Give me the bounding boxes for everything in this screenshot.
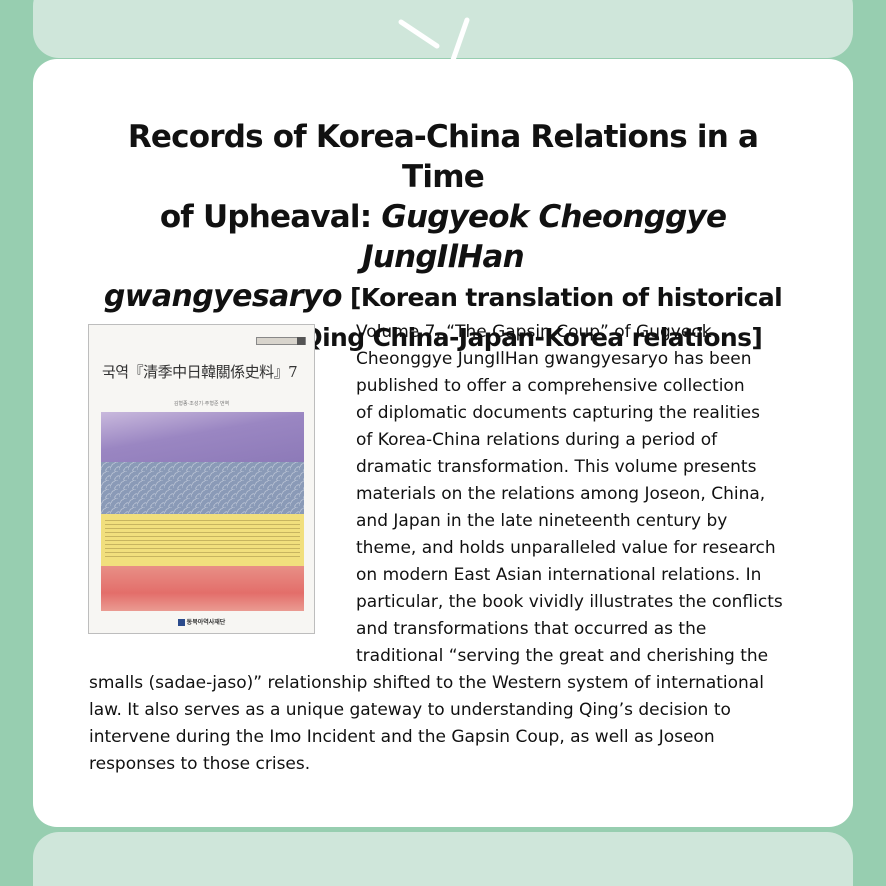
publisher-logo-icon [177, 618, 185, 626]
title-italic-text: gwangyesaryo [103, 279, 343, 314]
decorative-lines-icon [398, 17, 470, 63]
bottom-panel [33, 832, 853, 886]
top-panel [33, 0, 853, 58]
body-line: particular, the book vividly illustrates… [356, 592, 783, 612]
body-paragraph-wrapped: Volume 7, “The Gapsin Coup” of Gugyeok C… [356, 319, 783, 670]
book-cover-image: 국역『清季中日韓關係史料』7 김형종·조성기·주형준 번역 동북아역사재단 [88, 324, 315, 634]
cover-band-purple [101, 412, 304, 462]
cover-band-red [101, 566, 304, 611]
body-line: and transformations that occurred as the [356, 619, 707, 639]
cover-band-blue [101, 462, 304, 514]
content-card: Records of Korea-China Relations in a Ti… [33, 59, 853, 827]
body-line: published to offer a comprehensive colle… [356, 376, 745, 396]
body-line: materials on the relations among Joseon,… [356, 484, 766, 504]
body-line: of diplomatic documents capturing the re… [356, 403, 760, 423]
body-line: intervene during the Imo Incident and th… [89, 727, 715, 747]
body-line: Cheonggye JungIlHan gwangyesaryo has bee… [356, 349, 752, 369]
body-line: on modern East Asian international relat… [356, 565, 762, 585]
body-line: traditional “serving the great and cheri… [356, 646, 769, 666]
title-text: Records of Korea-China Relations in a Ti… [127, 119, 759, 195]
cover-band-yellow [101, 514, 304, 566]
body-line: theme, and holds unparalleled value for … [356, 538, 776, 558]
body-line: law. It also serves as a unique gateway … [89, 700, 731, 720]
title-line-1: Records of Korea-China Relations in a Ti… [93, 117, 793, 197]
series-badge [256, 337, 306, 345]
cover-publisher: 동북아역사재단 [89, 617, 314, 626]
body-line: dramatic transformation. This volume pre… [356, 457, 757, 477]
title-line-2: of Upheaval: Gugyeok Cheonggye JungIlHan [93, 197, 793, 277]
body-line: and Japan in the late nineteenth century… [356, 511, 728, 531]
title-line-3: gwangyesaryo [Korean translation of hist… [93, 277, 793, 318]
body-line: Volume 7, “The Gapsin Coup” of Gugyeok [356, 322, 712, 342]
body-paragraph-full: smalls (sadae-jaso)” relationship shifte… [89, 670, 764, 778]
cover-title: 국역『清季中日韓關係史料』7 [102, 363, 298, 381]
body-line: responses to those crises. [89, 754, 311, 774]
title-italic-text: Gugyeok Cheonggye JungIlHan [362, 199, 727, 275]
body-line: of Korea-China relations during a period… [356, 430, 718, 450]
body-line: smalls (sadae-jaso)” relationship shifte… [89, 673, 764, 693]
cover-authors: 김형종·조성기·주형준 번역 [173, 401, 230, 407]
title-text: [Korean translation of historical [341, 283, 783, 312]
title-text: of Upheaval: [159, 199, 382, 235]
publisher-name: 동북아역사재단 [186, 620, 226, 626]
